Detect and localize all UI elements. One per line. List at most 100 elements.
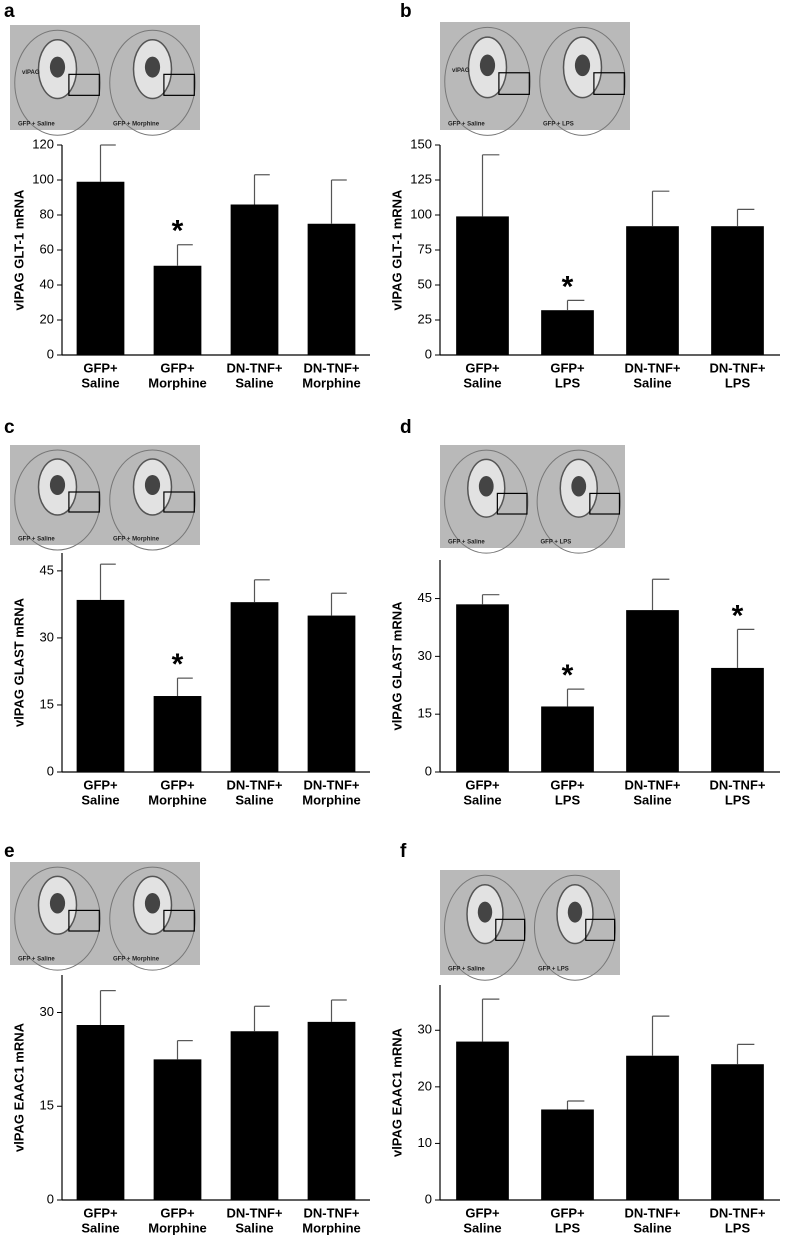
panel-label: c [4,417,15,438]
aqueduct [49,56,66,78]
brain-section [14,866,101,971]
brain-section [534,874,616,981]
x-tick-label: LPS [725,792,751,807]
y-tick-label: 30 [40,629,54,644]
error-bar [651,1015,670,1056]
y-tick-label: 25 [418,311,432,326]
y-tick-label: 80 [40,206,54,221]
sample-box [68,491,100,513]
aqueduct [144,56,161,78]
sample-box [68,73,100,96]
bar [76,181,125,355]
y-tick-label: 0 [47,1191,54,1206]
bar [230,602,279,772]
y-tick-label: 60 [40,241,54,256]
x-tick-label: Morphine [302,1220,361,1235]
sample-box [495,918,526,941]
aqueduct [571,475,587,497]
significance-marker: * [172,648,184,681]
x-tick-label: DN-TNF+ [227,777,283,792]
x-tick-label: Morphine [148,1220,207,1235]
error-bar [330,999,347,1022]
aqueduct [574,54,591,77]
y-axis-label: vlPAG GLT-1 mRNA [389,189,404,310]
y-tick-label: 100 [410,206,432,221]
bar [153,1059,202,1200]
image-caption: GFP + Morphine [113,537,160,543]
x-tick-label: Saline [463,375,501,390]
panel-label: d [400,417,412,438]
bar [711,667,764,772]
error-bar [253,174,270,205]
sample-box [585,918,616,941]
y-axis-label: vlPAG EAAC1 mRNA [11,1022,26,1152]
image-caption: GFP + Saline [18,537,55,543]
sample-box [163,73,195,96]
x-tick-label: GFP+ [83,1205,118,1220]
brain-section [539,26,626,136]
aqueduct [478,475,494,497]
sample-box [593,72,625,95]
y-tick-label: 10 [418,1135,432,1150]
image-caption: GFP + Saline [448,540,485,546]
significance-marker: * [562,270,574,303]
error-bar [736,208,755,227]
y-tick-label: 30 [40,1004,54,1019]
x-tick-label: GFP+ [160,1205,195,1220]
region-label: vlPAG [22,70,40,76]
x-tick-label: Saline [633,375,671,390]
y-tick-label: 20 [418,1078,432,1093]
sample-box [163,491,195,513]
x-tick-label: Morphine [148,375,207,390]
brain-section [444,874,526,981]
aqueduct [477,901,493,923]
error-bar [330,179,347,224]
aqueduct [144,892,161,914]
brain-section [444,26,531,136]
x-tick-label: GFP+ [465,1205,500,1220]
bar [541,1109,594,1200]
y-tick-label: 75 [418,241,432,256]
x-tick-label: DN-TNF+ [304,777,360,792]
brain-section [444,449,529,554]
image-caption: GFP + Morphine [113,957,160,963]
bar [153,265,202,355]
error-bar [99,990,116,1025]
brain-section [109,866,196,971]
y-tick-label: 0 [47,346,54,361]
x-tick-label: LPS [555,1220,581,1235]
bar [76,1025,125,1200]
x-tick-label: Saline [463,1220,501,1235]
brain-section [109,29,196,136]
sample-box [163,909,195,932]
error-bar [736,628,755,668]
error-bar [566,688,585,707]
bar [307,615,356,772]
x-tick-label: GFP+ [550,1205,585,1220]
y-tick-label: 0 [47,763,54,778]
brain-section [14,449,101,551]
x-tick-label: Morphine [148,792,207,807]
x-tick-label: Saline [235,375,273,390]
sample-box [68,909,100,932]
bar [541,706,594,772]
x-tick-label: GFP+ [550,777,585,792]
y-axis-label: vlPAG GLT-1 mRNA [11,189,26,310]
y-tick-label: 15 [40,696,54,711]
error-bar [176,1040,193,1060]
bar [230,1031,279,1200]
x-tick-label: GFP+ [83,777,118,792]
image-caption: GFP + Saline [18,957,55,963]
y-tick-label: 30 [418,648,432,663]
bar [711,226,764,355]
brain-section [536,449,621,554]
y-tick-label: 45 [418,590,432,605]
x-tick-label: DN-TNF+ [227,1205,283,1220]
y-tick-label: 15 [418,706,432,721]
error-bar [176,244,193,266]
x-tick-label: DN-TNF+ [710,1205,766,1220]
x-tick-label: GFP+ [160,777,195,792]
aqueduct [49,475,66,495]
x-tick-label: DN-TNF+ [625,360,681,375]
